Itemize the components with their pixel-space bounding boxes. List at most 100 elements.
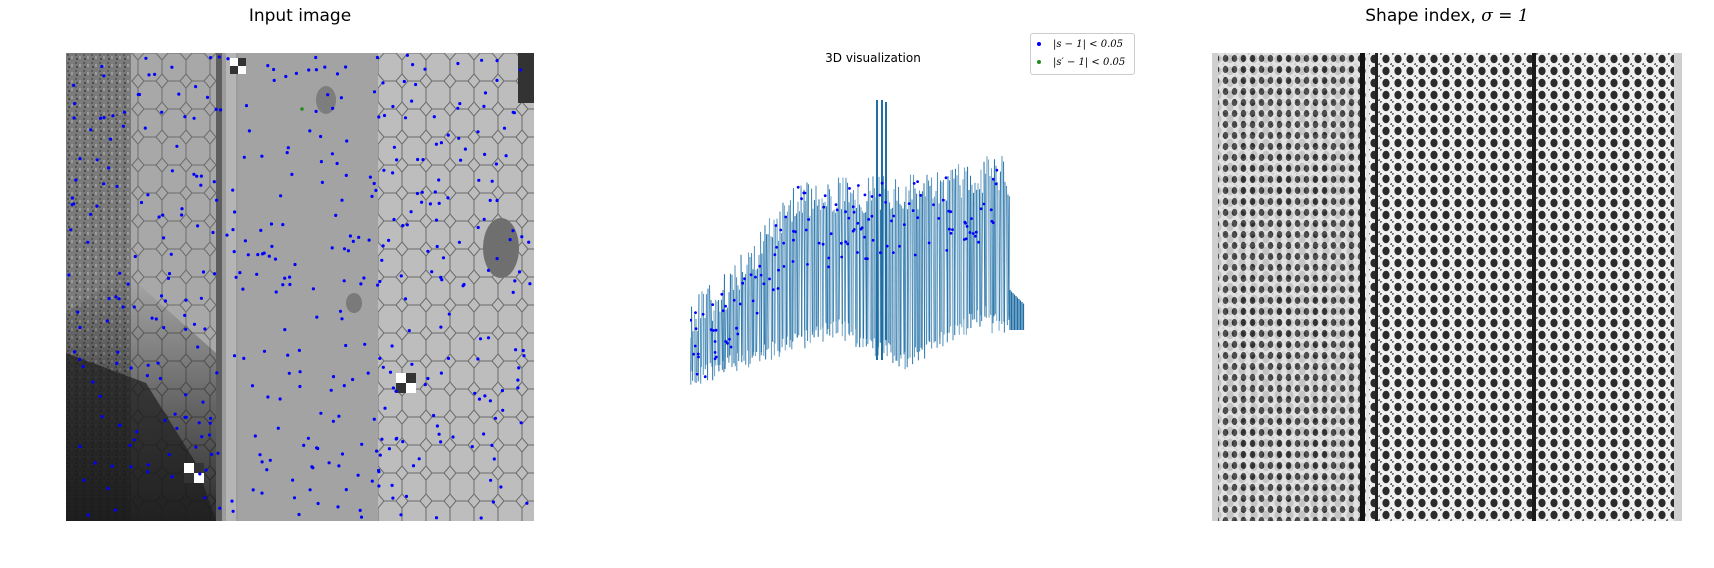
- detected-point: [78, 157, 82, 161]
- detected-point: [339, 96, 343, 100]
- surface-strip: [954, 168, 957, 336]
- detected-point: [378, 453, 382, 457]
- detected-point: [437, 178, 441, 182]
- detected-point: [434, 516, 439, 520]
- detected-point: [126, 282, 130, 286]
- surface-point: [870, 214, 874, 218]
- legend-marker-blue: [1037, 42, 1041, 46]
- detected-point: [293, 262, 297, 267]
- detected-point: [511, 110, 515, 114]
- surface-strip: [927, 180, 930, 341]
- detected-point: [390, 483, 394, 487]
- surface-point: [791, 260, 795, 263]
- surface-strip: [902, 208, 905, 355]
- surface-point: [944, 176, 948, 180]
- detected-point: [100, 64, 104, 69]
- detected-point: [255, 272, 259, 276]
- shape-index-panel: [1212, 53, 1682, 521]
- detected-point: [192, 116, 196, 120]
- detected-point: [270, 244, 274, 248]
- detected-point: [213, 272, 217, 276]
- detected-point: [340, 198, 344, 202]
- detected-point: [342, 279, 346, 283]
- detected-point: [78, 357, 82, 362]
- detected-point: [72, 116, 76, 120]
- detected-point: [163, 418, 167, 422]
- detected-point: [368, 175, 372, 179]
- surface-strip: [763, 225, 766, 345]
- detected-point: [72, 202, 76, 206]
- surface-point: [852, 228, 856, 231]
- surface-point: [762, 282, 766, 286]
- detected-point: [366, 371, 370, 375]
- detected-point: [262, 251, 266, 255]
- detected-point: [335, 72, 340, 76]
- detected-point: [401, 440, 405, 444]
- detected-point: [456, 106, 460, 110]
- surface-point: [890, 219, 893, 223]
- detected-point: [146, 463, 150, 467]
- detected-point: [217, 55, 221, 59]
- detected-point: [196, 345, 200, 349]
- surface-point: [970, 217, 973, 220]
- detected-point: [199, 296, 203, 300]
- surface-strip: [900, 205, 903, 359]
- detected-point: [76, 310, 80, 314]
- surface-strip: [798, 211, 801, 336]
- detected-point: [297, 348, 301, 352]
- surface-strip: [978, 189, 981, 327]
- detected-point: [166, 276, 171, 280]
- surface-point: [771, 288, 775, 292]
- detected-point: [233, 210, 237, 214]
- detected-point: [358, 508, 362, 512]
- detected-point: [521, 348, 525, 353]
- detected-point: [367, 238, 371, 242]
- detected-point: [331, 419, 335, 423]
- detected-point: [158, 376, 162, 381]
- detected-point: [67, 273, 71, 277]
- detected-point: [184, 298, 188, 302]
- detected-point: [440, 278, 444, 282]
- surface-point: [776, 287, 780, 290]
- surface-point: [800, 197, 803, 201]
- shape-index-title-prefix: Shape index,: [1365, 6, 1482, 26]
- surface-strip: [708, 284, 711, 364]
- detected-point: [434, 218, 439, 222]
- surface-point: [779, 228, 783, 232]
- detected-point: [382, 168, 386, 172]
- detected-point: [194, 445, 198, 449]
- detected-point: [423, 67, 427, 71]
- detected-point: [226, 57, 230, 61]
- detected-point-green: [300, 107, 304, 111]
- detected-point: [194, 85, 198, 89]
- detected-point: [199, 183, 203, 187]
- detected-point: [197, 421, 201, 425]
- input-image: [66, 53, 534, 521]
- surface-point: [851, 205, 855, 209]
- surface-strip: [963, 167, 966, 320]
- surface-strip: [934, 190, 937, 342]
- surface-strip: [994, 165, 997, 315]
- detected-point: [476, 130, 480, 134]
- detected-point: [516, 386, 520, 390]
- detected-point: [377, 484, 381, 488]
- detected-point: [410, 99, 414, 103]
- surface-strip: [897, 186, 900, 367]
- detected-point: [167, 453, 171, 457]
- detected-point: [351, 239, 355, 243]
- detected-point: [173, 412, 177, 416]
- detected-point: [72, 83, 76, 87]
- detected-point: [246, 253, 250, 257]
- detected-point: [402, 79, 406, 84]
- detected-point: [483, 91, 488, 95]
- detected-point: [86, 513, 90, 517]
- detected-point: [232, 354, 237, 358]
- surface-strip: [940, 181, 943, 333]
- detected-point: [234, 275, 238, 279]
- surface-point: [759, 273, 763, 277]
- detected-point: [340, 317, 344, 321]
- surface-mesh: [689, 100, 1025, 385]
- detected-point: [162, 236, 166, 240]
- surface-point: [835, 208, 839, 212]
- detected-point: [482, 217, 486, 221]
